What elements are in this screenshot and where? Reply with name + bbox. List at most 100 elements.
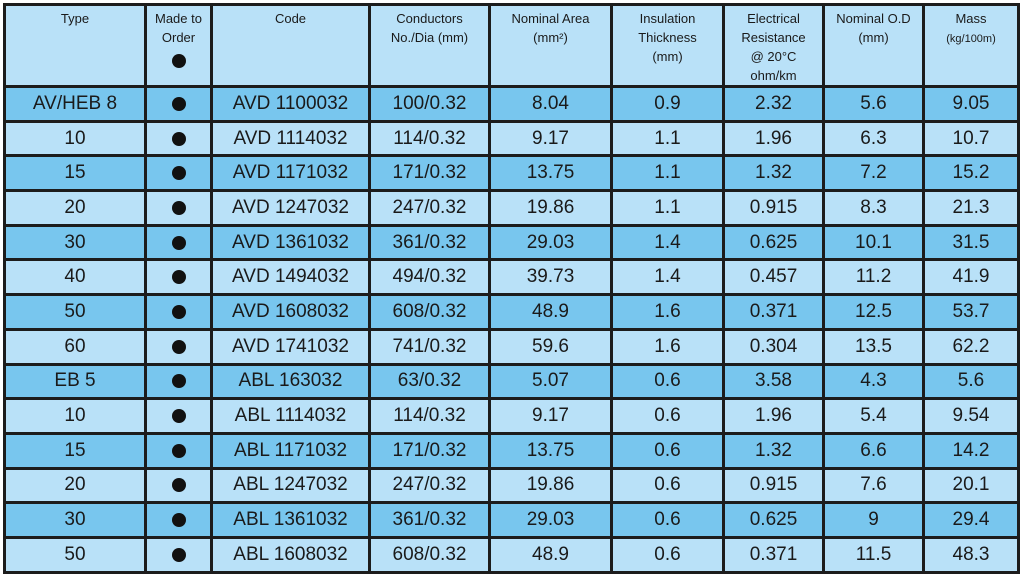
cell-insulation-thickness: 1.1 <box>610 119 725 158</box>
cell-code: ABL 1361032 <box>210 501 371 539</box>
cell-conductors: 171/0.32 <box>368 154 491 193</box>
cell-nominal-area: 8.04 <box>488 85 613 123</box>
cell-resistance: 0.915 <box>722 466 825 505</box>
cell-conductors: 247/0.32 <box>368 189 491 227</box>
cell-resistance: 0.457 <box>722 258 825 297</box>
cell-nominal-area: 19.86 <box>488 189 613 227</box>
made-to-order-dot-icon <box>171 513 186 528</box>
table-row: 10 ABL 1114032 114/0.32 9.17 0.6 1.96 5.4 9.54 <box>3 397 1020 435</box>
table-row: 30 ABL 1361032 361/0.32 29.03 0.6 0.625 9 29.4 <box>3 501 1020 539</box>
cell-nominal-od: 8.3 <box>822 189 925 227</box>
cell-insulation-thickness: 1.4 <box>610 258 725 297</box>
cell-code: AVD 1114032 <box>210 119 371 158</box>
cell-mass: 62.2 <box>922 327 1020 366</box>
made-to-order-dot-icon <box>171 131 186 146</box>
cell-conductors: 494/0.32 <box>368 258 491 297</box>
cell-conductors: 608/0.32 <box>368 535 491 574</box>
cell-made-to-order <box>144 223 213 262</box>
cell-mass: 31.5 <box>922 223 1020 262</box>
table-row: AV/HEB 8 AVD 1100032 100/0.32 8.04 0.9 2.32 5.… <box>3 85 1020 123</box>
cell-made-to-order <box>144 397 213 435</box>
cell-type: 30 <box>3 501 147 539</box>
cell-mass: 20.1 <box>922 466 1020 505</box>
cell-made-to-order <box>144 431 213 470</box>
header-conductors: Conductors No./Dia (mm) <box>368 3 491 88</box>
table-row: 15 ABL 1171032 171/0.32 13.75 0.6 1.32 6.6 14.2 <box>3 431 1020 470</box>
cable-spec-table: Type Made to Order Code Conductors No./Dia… <box>3 3 1020 574</box>
cell-type: 15 <box>3 154 147 193</box>
cell-mass: 9.05 <box>922 85 1020 123</box>
table-row: 20 ABL 1247032 247/0.32 19.86 0.6 0.915 7.6 20.… <box>3 466 1020 505</box>
cell-type: 50 <box>3 293 147 331</box>
cell-nominal-od: 12.5 <box>822 293 925 331</box>
cell-conductors: 114/0.32 <box>368 397 491 435</box>
cell-nominal-area: 5.07 <box>488 362 613 401</box>
cell-code: AVD 1100032 <box>210 85 371 123</box>
cell-type: 10 <box>3 397 147 435</box>
header-row: Type Made to Order Code Conductors No./Dia… <box>3 3 1020 88</box>
cell-insulation-thickness: 1.1 <box>610 154 725 193</box>
cell-type: 20 <box>3 189 147 227</box>
cell-insulation-thickness: 1.1 <box>610 189 725 227</box>
made-to-order-dot-icon <box>171 200 186 215</box>
cell-nominal-od: 13.5 <box>822 327 925 366</box>
cell-type: 40 <box>3 258 147 297</box>
header-insulation: Insulation Thickness (mm) <box>610 3 725 88</box>
header-mass: Mass (kg/100m) <box>922 3 1020 88</box>
cell-nominal-area: 29.03 <box>488 223 613 262</box>
cell-nominal-area: 39.73 <box>488 258 613 297</box>
cell-conductors: 608/0.32 <box>368 293 491 331</box>
header-code: Code <box>210 3 371 88</box>
cell-nominal-area: 48.9 <box>488 293 613 331</box>
cell-nominal-area: 29.03 <box>488 501 613 539</box>
table-row: 15 AVD 1171032 171/0.32 13.75 1.1 1.32 7.2 15.2 <box>3 154 1020 193</box>
table-row: 50 AVD 1608032 608/0.32 48.9 1.6 0.371 12.5 53.… <box>3 293 1020 331</box>
cell-mass: 29.4 <box>922 501 1020 539</box>
table-row: 20 AVD 1247032 247/0.32 19.86 1.1 0.915 8.3 21.… <box>3 189 1020 227</box>
cell-conductors: 63/0.32 <box>368 362 491 401</box>
cell-nominal-area: 48.9 <box>488 535 613 574</box>
cell-resistance: 0.371 <box>722 535 825 574</box>
made-to-order-dot-icon <box>171 166 186 181</box>
cell-nominal-od: 6.6 <box>822 431 925 470</box>
cell-insulation-thickness: 0.6 <box>610 397 725 435</box>
cell-resistance: 3.58 <box>722 362 825 401</box>
header-type: Type <box>3 3 147 88</box>
cell-conductors: 741/0.32 <box>368 327 491 366</box>
made-to-order-dot-icon <box>171 409 186 424</box>
cell-made-to-order <box>144 258 213 297</box>
cell-code: ABL 163032 <box>210 362 371 401</box>
cell-code: ABL 1608032 <box>210 535 371 574</box>
cell-insulation-thickness: 0.6 <box>610 362 725 401</box>
cell-nominal-area: 13.75 <box>488 154 613 193</box>
cell-mass: 10.7 <box>922 119 1020 158</box>
cell-insulation-thickness: 1.4 <box>610 223 725 262</box>
table-row: 60 AVD 1741032 741/0.32 59.6 1.6 0.304 13.5 62.… <box>3 327 1020 366</box>
cell-nominal-area: 13.75 <box>488 431 613 470</box>
table-row: 50 ABL 1608032 608/0.32 48.9 0.6 0.371 11.5 48.… <box>3 535 1020 574</box>
made-to-order-dot-icon <box>171 547 186 562</box>
cell-conductors: 361/0.32 <box>368 501 491 539</box>
cell-resistance: 1.96 <box>722 119 825 158</box>
cell-resistance: 0.915 <box>722 189 825 227</box>
cell-nominal-od: 5.6 <box>822 85 925 123</box>
cell-insulation-thickness: 0.6 <box>610 501 725 539</box>
cell-resistance: 1.32 <box>722 431 825 470</box>
made-to-order-dot-icon <box>171 443 186 458</box>
cell-code: AVD 1361032 <box>210 223 371 262</box>
cell-type: 60 <box>3 327 147 366</box>
made-to-order-dot-icon <box>171 235 186 250</box>
cell-conductors: 114/0.32 <box>368 119 491 158</box>
cell-type: AV/HEB 8 <box>3 85 147 123</box>
cell-type: 15 <box>3 431 147 470</box>
cell-nominal-od: 7.2 <box>822 154 925 193</box>
cell-made-to-order <box>144 535 213 574</box>
cell-insulation-thickness: 0.6 <box>610 535 725 574</box>
cell-nominal-od: 6.3 <box>822 119 925 158</box>
cell-type: EB 5 <box>3 362 147 401</box>
cell-nominal-od: 10.1 <box>822 223 925 262</box>
cell-resistance: 1.32 <box>722 154 825 193</box>
cell-code: AVD 1608032 <box>210 293 371 331</box>
cell-nominal-od: 11.2 <box>822 258 925 297</box>
cell-type: 50 <box>3 535 147 574</box>
